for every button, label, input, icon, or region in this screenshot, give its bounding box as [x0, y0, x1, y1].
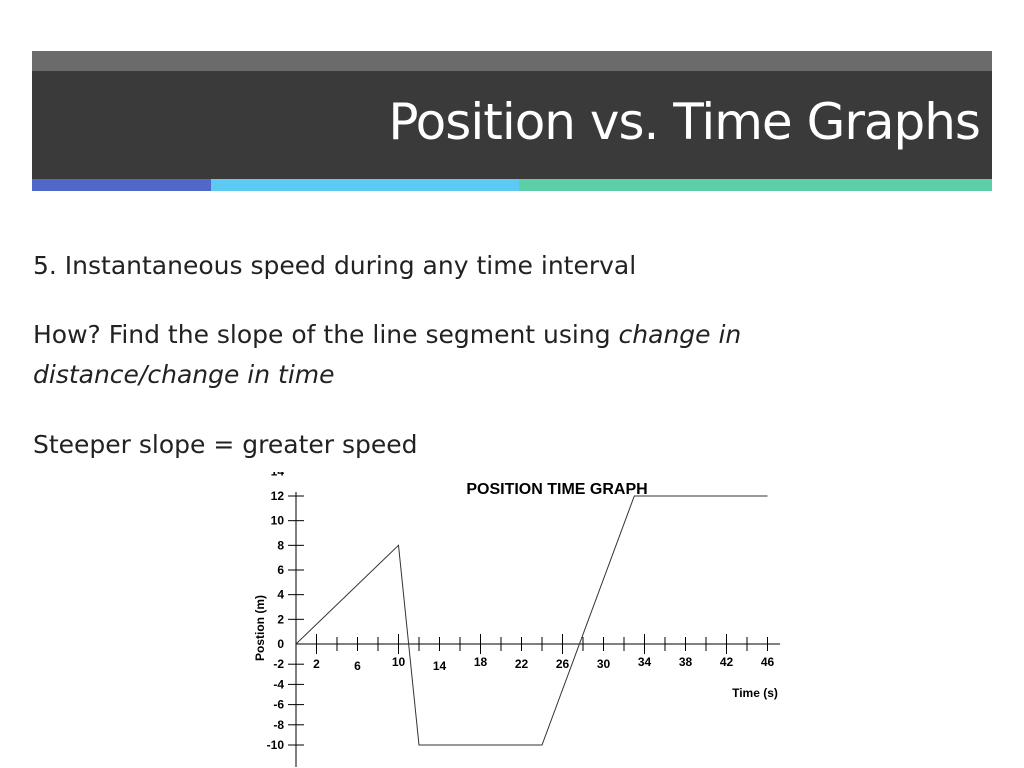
title-top-strip	[32, 51, 992, 71]
y-tick-label: 2	[277, 612, 284, 626]
x-tick-label: 46	[761, 655, 775, 669]
y-tick-label: -4	[273, 677, 284, 691]
x-tick-label: 42	[720, 655, 734, 669]
how-text: How? Find the slope of the line segment …	[33, 315, 863, 395]
x-tick-label: 6	[354, 659, 361, 673]
position-line	[295, 495, 768, 746]
point-text: 5. Instantaneous speed during any time i…	[33, 251, 637, 280]
y-tick-label: 6	[277, 563, 284, 577]
x-tick-labels: 2 6 10 14 18 22 26 30 34 38 42 46	[313, 655, 774, 673]
y-tick-label: -8	[273, 718, 284, 732]
y-ticks	[288, 495, 304, 746]
y-tick-label: -6	[273, 698, 284, 712]
y-tick-label: 12	[271, 489, 285, 503]
x-tick-label: 2	[313, 657, 320, 671]
x-tick-label: 18	[474, 655, 488, 669]
x-tick-label: 14	[433, 659, 447, 673]
slide-title: Position vs. Time Graphs	[388, 93, 981, 151]
y-tick-label: 14	[271, 472, 285, 478]
x-axis-label: Time (s)	[732, 686, 778, 700]
x-tick-label: 10	[392, 655, 406, 669]
x-tick-label: 26	[556, 657, 570, 671]
y-tick-label: 10	[271, 514, 285, 528]
title-bar: Position vs. Time Graphs	[32, 71, 992, 179]
how-italic: change in distance/change in time	[33, 320, 742, 389]
chart-title: POSITION TIME GRAPH	[466, 481, 647, 498]
y-tick-label: 4	[277, 588, 284, 602]
rule-text: Steeper slope = greater speed	[33, 430, 418, 459]
y-tick-label: 0	[277, 637, 284, 651]
x-tick-label: 30	[597, 657, 611, 671]
accent-bar-blue	[32, 179, 211, 191]
accent-bar-light-blue	[211, 179, 519, 191]
position-time-chart: POSITION TIME GRAPH Postion (m) Time (s)…	[253, 472, 780, 767]
y-tick-label: -2	[273, 657, 284, 671]
y-tick-label: -10	[267, 738, 285, 752]
how-prefix: How? Find the slope of the line segment …	[33, 320, 619, 349]
y-tick-label: 8	[277, 538, 284, 552]
y-tick-labels: 14 12 10 8 6 4 2 0 -2 -4 -6 -8 -10	[267, 472, 285, 752]
x-tick-label: 34	[638, 655, 652, 669]
series	[295, 495, 768, 746]
x-tick-label: 22	[515, 657, 529, 671]
x-tick-label: 38	[679, 655, 693, 669]
axes	[295, 492, 780, 767]
y-axis-label: Postion (m)	[253, 595, 267, 661]
accent-bar-green	[519, 179, 992, 191]
x-ticks	[316, 634, 768, 654]
